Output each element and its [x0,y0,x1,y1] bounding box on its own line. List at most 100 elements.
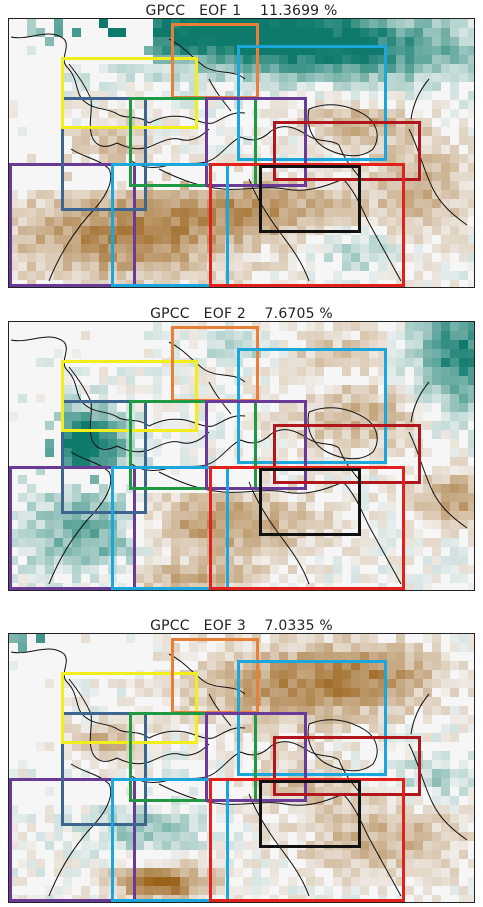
grid-cell [459,412,468,421]
grid-cell [333,244,342,253]
grid-cell [99,118,108,127]
grid-cell [414,841,423,850]
grid-cell [288,358,297,367]
grid-cell [126,82,135,91]
grid-cell [306,886,315,895]
grid-cell [432,154,441,163]
grid-cell [459,679,468,688]
grid-cell [324,358,333,367]
grid-cell [99,877,108,886]
grid-cell [189,679,198,688]
grid-cell [306,547,315,556]
grid-cell [225,91,234,100]
grid-cell [45,208,54,217]
grid-cell [99,529,108,538]
grid-cell [216,697,225,706]
grid-cell [468,670,474,679]
grid-cell [360,73,369,82]
grid-cell [243,253,252,262]
grid-cell [18,244,27,253]
grid-cell [450,217,459,226]
grid-cell [162,832,171,841]
grid-cell [405,688,414,697]
grid-cell [108,412,117,421]
grid-cell [144,46,153,55]
grid-cell [153,565,162,574]
grid-cell [306,520,315,529]
grid-cell [18,634,27,643]
grid-cell [99,484,108,493]
grid-cell [441,475,450,484]
grid-cell [360,109,369,118]
grid-cell [153,439,162,448]
grid-cell [162,634,171,643]
grid-cell [279,511,288,520]
grid-cell [135,430,144,439]
grid-cell [306,565,315,574]
grid-cell [351,136,360,145]
grid-cell [234,538,243,547]
grid-cell [216,208,225,217]
grid-cell [459,55,468,64]
grid-cell [369,787,378,796]
grid-cell [144,841,153,850]
grid-cell [387,190,396,199]
grid-cell [63,484,72,493]
grid-cell [414,412,423,421]
grid-cell [135,199,144,208]
grid-cell [99,208,108,217]
eof3-title: GPCC EOF 3 7.0335 % [150,618,333,634]
grid-cell [423,82,432,91]
grid-cell [360,814,369,823]
grid-cell [333,235,342,244]
grid-cell [162,688,171,697]
grid-cell [117,109,126,118]
grid-cell [225,886,234,895]
grid-cell [387,511,396,520]
grid-cell [279,670,288,679]
grid-cell [378,82,387,91]
grid-cell [432,262,441,271]
grid-cell [378,136,387,145]
grid-cell [171,520,180,529]
grid-cell [171,280,180,287]
grid-cell [441,118,450,127]
grid-cell [261,502,270,511]
grid-cell [189,706,198,715]
grid-cell [36,832,45,841]
grid-cell [99,280,108,287]
grid-cell [387,331,396,340]
grid-cell [324,331,333,340]
grid-cell [261,262,270,271]
grid-cell [279,91,288,100]
grid-cell [396,217,405,226]
grid-cell [63,814,72,823]
grid-cell [315,358,324,367]
grid-cell [234,574,243,583]
grid-cell [108,724,117,733]
grid-cell [198,670,207,679]
grid-cell [360,859,369,868]
grid-cell [90,235,99,244]
eof2-map [8,321,475,591]
grid-cell [153,538,162,547]
grid-cell [342,493,351,502]
grid-cell [81,154,90,163]
grid-cell [162,511,171,520]
grid-cell [153,244,162,253]
grid-cell [198,823,207,832]
grid-cell [405,832,414,841]
grid-cell [180,262,189,271]
grid-cell [414,493,423,502]
grid-cell [288,376,297,385]
region-box-light-blue [237,45,387,161]
grid-cell [27,484,36,493]
grid-cell [324,805,333,814]
grid-cell [423,349,432,358]
grid-cell [216,349,225,358]
grid-cell [207,661,216,670]
grid-cell [90,715,99,724]
grid-cell [45,235,54,244]
grid-cell [351,475,360,484]
grid-cell [261,109,270,118]
